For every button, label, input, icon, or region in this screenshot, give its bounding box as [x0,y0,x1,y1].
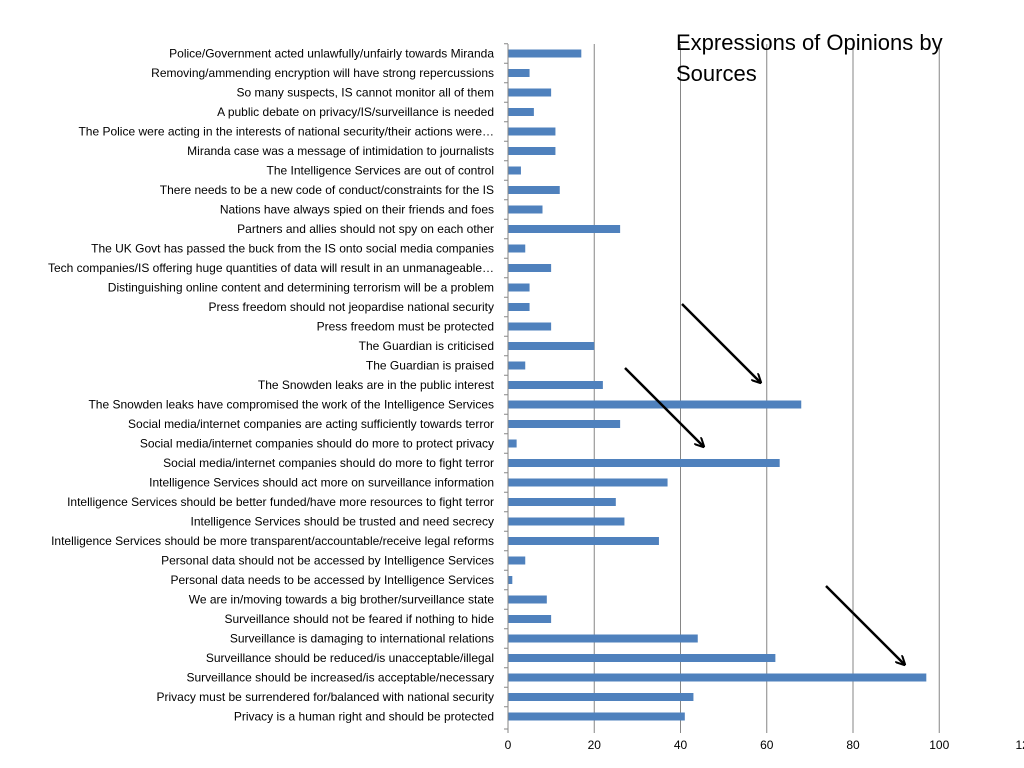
chart-title: Expressions of Opinions by Sources [676,30,949,86]
bar [508,459,780,467]
category-label: Privacy must be surrendered for/balanced… [157,690,495,704]
bar [508,478,668,487]
category-label: Privacy is a human right and should be p… [234,710,494,724]
bar [508,381,603,389]
x-tick-label: 60 [760,738,774,752]
category-label: Surveillance is damaging to internationa… [230,632,494,646]
bar [508,420,621,428]
bar [508,615,552,623]
bar [508,283,530,292]
category-label: So many suspects, IS cannot monitor all … [237,86,494,100]
bar [508,108,534,116]
x-tick-labels: 0 20 40 60 80 100 120 [505,738,1024,752]
category-label: Press freedom should not jeopardise nati… [209,300,495,314]
x-tick-label: 20 [588,738,602,752]
category-label: A public debate on privacy/IS/surveillan… [217,105,494,119]
bar [508,147,556,155]
bar [508,303,530,311]
axes [504,43,509,733]
category-label: The UK Govt has passed the buck from the… [91,242,494,256]
category-label: Surveillance should be reduced/is unacce… [206,651,494,665]
category-label: The Intelligence Services are out of con… [267,164,494,178]
category-label: Intelligence Services should act more on… [149,476,494,490]
bar [508,498,616,506]
x-tick-label: 100 [929,738,949,752]
bar [508,69,530,77]
bar [508,712,685,721]
bar [508,673,927,682]
category-label: Social media/internet companies should d… [163,456,494,470]
bar [508,361,526,370]
x-tick-label: 40 [674,738,688,752]
chart-title-line-1: Expressions of Opinions by [676,30,943,55]
category-label: There needs to be a new code of conduct/… [160,183,494,197]
category-label: The Snowden leaks have compromised the w… [88,398,494,412]
bar [508,439,517,448]
category-label: Partners and allies should not spy on ea… [237,222,494,236]
category-label: Distinguishing online content and determ… [108,281,494,295]
bar [508,205,543,214]
annotation-arrow [681,303,760,382]
category-label: Press freedom must be protected [317,320,494,334]
bar [508,166,521,175]
bar [508,49,582,58]
category-label: We are in/moving towards a big brother/s… [189,593,495,607]
category-label: Personal data needs to be accessed by In… [170,573,494,587]
bar [508,225,621,233]
bar [508,576,513,584]
x-tick-label: 120 [1015,738,1024,752]
bar [508,244,526,253]
gridlines [593,44,940,733]
bar [508,693,694,701]
x-tick-label: 80 [846,738,860,752]
annotation-arrows [624,303,904,664]
bar [508,322,552,331]
category-label: Surveillance should be increased/is acce… [186,671,494,685]
bar [508,186,560,194]
category-label: Personal data should not be accessed by … [161,554,494,568]
bar [508,556,526,565]
bar [508,537,659,545]
bar [508,654,776,662]
category-label: Tech companies/IS offering huge quantiti… [48,261,494,275]
bar [508,342,595,350]
category-label: Surveillance should not be feared if not… [224,612,494,626]
category-label: The Guardian is praised [366,359,494,373]
annotation-arrow [825,585,904,664]
bar [508,88,552,97]
category-label: Intelligence Services should be trusted … [190,515,494,529]
category-label: Social media/internet companies should d… [140,437,494,451]
chart-title-line-2: Sources [676,61,757,86]
bars [508,49,927,721]
category-label: Miranda case was a message of intimidati… [187,144,494,158]
category-label: Intelligence Services should be more tra… [51,534,494,548]
bar [508,595,547,604]
category-label: Social media/internet companies are acti… [128,417,494,431]
bar [508,634,698,643]
annotation-arrow [624,367,703,446]
bar [508,517,625,526]
bar [508,400,802,409]
category-labels: Police/Government acted unlawfully/unfai… [48,47,495,724]
category-label: The Snowden leaks are in the public inte… [258,378,495,392]
category-label: The Guardian is criticised [359,339,494,353]
category-label: Police/Government acted unlawfully/unfai… [169,47,494,61]
x-tick-label: 0 [505,738,512,752]
category-label: The Police were acting in the interests … [78,125,494,139]
bar [508,264,552,272]
category-label: Intelligence Services should be better f… [67,495,494,509]
category-label: Removing/ammending encryption will have … [151,66,494,80]
category-label: Nations have always spied on their frien… [220,203,494,217]
bar [508,127,556,136]
